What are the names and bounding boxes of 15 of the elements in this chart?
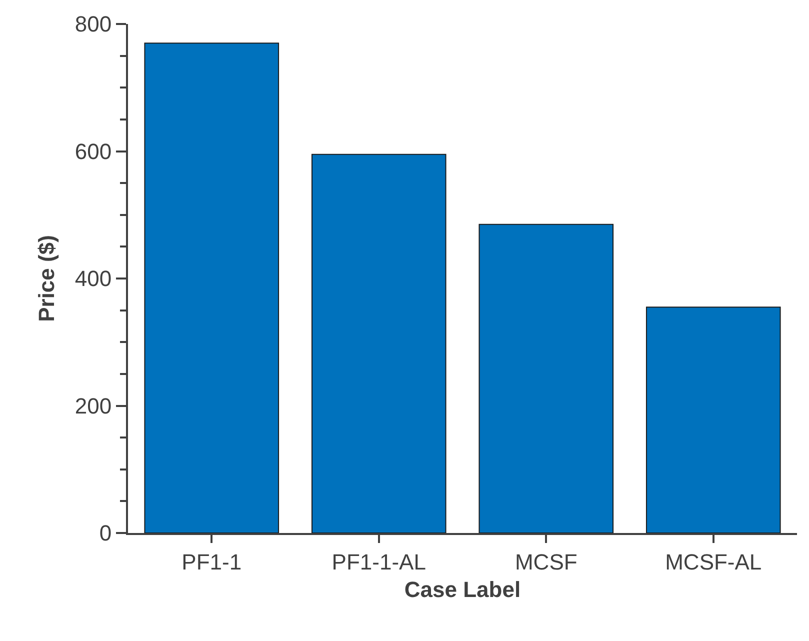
x-axis-title: Case Label [404, 576, 521, 602]
y-axis-title: Price ($) [34, 235, 60, 322]
y-tick-label: 800 [74, 12, 112, 37]
y-tick-label: 400 [74, 266, 112, 292]
bar [478, 224, 614, 533]
x-tick-label: PF1-1-AL [332, 549, 426, 574]
y-tick-label: 0 [99, 520, 112, 546]
x-tick-label: PF1-1 [182, 549, 242, 574]
x-tick-label: MCSF [514, 549, 578, 574]
y-tick-label: 600 [74, 138, 112, 164]
x-tick-label: MCSF-AL [665, 549, 762, 574]
bar [144, 42, 280, 533]
y-tick-label: 200 [74, 393, 112, 418]
bar [646, 306, 781, 533]
bar [311, 154, 446, 533]
